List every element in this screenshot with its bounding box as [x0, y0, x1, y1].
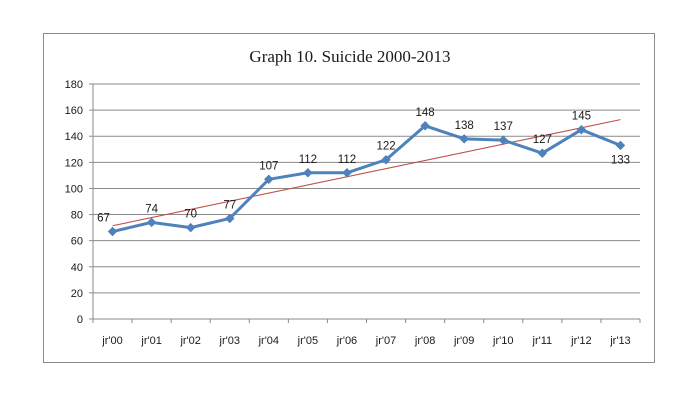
data-point-marker: [498, 135, 509, 145]
data-point-marker: [224, 213, 235, 224]
x-tick-label: jr'13: [609, 335, 630, 347]
x-tick-label: jr'02: [179, 335, 200, 347]
data-point-marker: [576, 124, 587, 135]
x-tick-label: jr'01: [140, 335, 161, 347]
trendline-group: [112, 119, 621, 227]
y-tick-label: 140: [65, 131, 83, 143]
x-tick-label: jr'07: [375, 335, 396, 347]
data-label: 145: [572, 111, 591, 123]
data-label: 138: [455, 120, 474, 132]
chart-frame: [43, 33, 655, 363]
x-tick-label: jr'00: [101, 335, 122, 347]
data-label: 77: [223, 199, 236, 211]
y-tick-label: 100: [65, 183, 83, 195]
data-label: 148: [416, 107, 435, 119]
data-labels: 67 74 70 77 107 112 112 122 148 138 137 127 145 133: [97, 107, 630, 225]
data-label: 70: [184, 209, 197, 221]
x-tick-label: jr'03: [219, 335, 240, 347]
series-line: [112, 124, 622, 233]
y-tick-label: 20: [71, 288, 83, 300]
series-group: [107, 120, 626, 237]
data-point-marker: [303, 167, 313, 178]
y-tick-label: 120: [65, 157, 83, 169]
data-point-marker: [146, 217, 157, 228]
data-point-marker: [381, 154, 391, 165]
x-tick-label: jr'09: [453, 335, 474, 347]
x-tick-label: jr'04: [258, 335, 279, 347]
x-tick-label: jr'08: [414, 335, 435, 347]
y-tick-label: 40: [71, 262, 83, 274]
data-point-marker: [107, 226, 118, 237]
data-label: 112: [338, 154, 356, 166]
data-point-marker: [342, 167, 352, 178]
trendline: [112, 119, 621, 227]
y-tick-label: 80: [71, 210, 83, 222]
chart-title: Graph 10. Suicide 2000-2013: [249, 47, 450, 66]
data-point-marker: [615, 140, 626, 151]
data-label: 107: [259, 160, 278, 172]
data-point-marker: [537, 148, 548, 159]
y-tick-label: 60: [71, 236, 83, 248]
data-point-marker: [420, 120, 430, 131]
x-tick-label: jr'06: [336, 335, 357, 347]
data-label: 67: [97, 213, 110, 225]
y-tick-label: 160: [65, 105, 83, 117]
data-label: 112: [299, 154, 317, 166]
y-tick-label: 180: [65, 79, 83, 91]
data-label: 133: [611, 154, 630, 166]
y-axis: 0 20 40 60 80 100 120 140 160 180: [65, 79, 94, 326]
x-tick-label: jr'05: [297, 335, 318, 347]
x-axis: jr'00 jr'01 jr'02 jr'03 jr'04 jr'05 jr'06 jr'07…: [92, 318, 641, 347]
x-tick-label: jr'11: [532, 335, 553, 347]
data-label: 74: [145, 203, 158, 215]
gridlines: [93, 83, 640, 294]
data-point-marker: [263, 174, 274, 185]
data-label: 127: [533, 134, 552, 146]
data-label: 122: [376, 141, 395, 153]
y-tick-label: 0: [77, 314, 83, 326]
data-point-marker: [459, 133, 470, 144]
data-point-marker: [185, 222, 196, 233]
x-tick-label: jr'12: [570, 335, 591, 347]
x-tick-label: jr'10: [492, 335, 513, 347]
data-label: 137: [494, 121, 513, 133]
